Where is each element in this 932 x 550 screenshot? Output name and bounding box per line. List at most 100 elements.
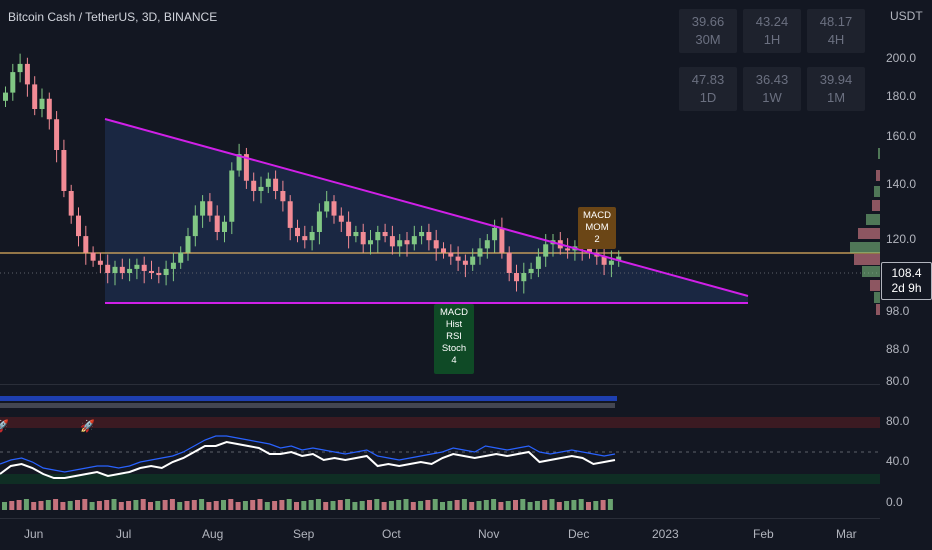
histogram-bar [272, 501, 278, 510]
histogram-bar [191, 500, 197, 510]
candle-body [426, 232, 432, 241]
candle-body [185, 236, 191, 253]
rsi-timeframe: 1H [763, 32, 781, 47]
candle-body [492, 227, 498, 241]
histogram-bar [403, 499, 409, 510]
candle-body [484, 240, 490, 249]
histogram-bar [542, 500, 548, 510]
histogram-bar [410, 502, 416, 510]
candle-body [601, 256, 607, 265]
histogram-bar [454, 500, 460, 510]
candle-body [309, 232, 315, 241]
rsi-value: 43.24 [755, 14, 789, 29]
histogram-bar [23, 499, 29, 510]
candle-body [368, 240, 373, 245]
rsi-value: 39.66 [691, 14, 725, 29]
histogram-bar [294, 502, 299, 510]
candle-body [280, 191, 286, 202]
candle-body [338, 215, 344, 222]
overbought-zone [0, 417, 880, 428]
time-tick: Jun [24, 527, 44, 541]
candle-body [433, 240, 439, 249]
histogram-bar [367, 500, 372, 510]
histogram-bar [527, 502, 533, 510]
candle-body [587, 248, 592, 253]
candle-body [141, 264, 147, 271]
histogram-bar [82, 499, 88, 510]
candle-body [39, 98, 45, 109]
histogram-bar [571, 500, 577, 510]
candle-body [565, 248, 571, 251]
candle-body [302, 236, 308, 241]
candle-body [441, 248, 446, 253]
histogram-bar [330, 501, 336, 510]
time-tick: Sep [293, 527, 315, 541]
histogram-bar [206, 502, 212, 510]
histogram-bar [388, 501, 394, 510]
rsi-line [0, 440, 616, 479]
rsi-cell-1d: 47.83 1D [679, 67, 737, 111]
rsi-value: 48.17 [819, 14, 853, 29]
candle-body [119, 266, 125, 273]
rsi-cell-1w: 36.43 1W [743, 67, 801, 111]
volume-profile-bar [874, 186, 880, 197]
histogram-bar [469, 502, 475, 510]
rsi-timeframe: 1D [699, 90, 717, 105]
candle-body [54, 119, 60, 150]
volume-profile-bar [850, 242, 880, 253]
histogram-bar [396, 500, 402, 510]
histogram-bar [432, 499, 438, 510]
histogram-bar [75, 500, 80, 510]
histogram-bar [337, 500, 343, 510]
histogram-bar [60, 502, 66, 510]
candle-body [236, 154, 242, 171]
signal-line: Stoch [441, 343, 467, 354]
candle-body [222, 221, 227, 232]
candle-body [331, 201, 337, 216]
candle-body [149, 270, 154, 273]
histogram-bar [155, 501, 161, 510]
sell-signal-label[interactable]: MACD MOM 2 [578, 207, 616, 249]
candle-body [251, 180, 257, 191]
candle-body [455, 256, 461, 261]
price-tick: 200.0 [886, 51, 917, 65]
price-tick: 160.0 [886, 129, 917, 143]
candle-body [353, 232, 359, 237]
current-price-value: 108.4 [891, 266, 922, 280]
buy-signal-label[interactable]: MACD Hist RSI Stoch 4 [434, 304, 474, 374]
volume-profile-bar [874, 292, 880, 303]
volume-profile-bar [858, 228, 880, 239]
candle-body [419, 232, 425, 237]
candle-body [127, 268, 133, 273]
histogram-bar [578, 499, 584, 510]
volume-profile-bar [866, 214, 880, 225]
trend-strip-gray [0, 403, 615, 408]
time-tick: Dec [568, 527, 590, 541]
signal-line: MACD [583, 210, 611, 221]
histogram-bar [45, 500, 51, 510]
volume-profile-bar [854, 254, 880, 265]
histogram-bar [213, 501, 219, 510]
histogram-bar [242, 501, 248, 510]
candle-body [324, 201, 330, 212]
candle-body [514, 273, 519, 282]
histogram-bar [534, 501, 540, 510]
candle-body [17, 63, 23, 73]
candle-body [200, 201, 206, 216]
candle-body [163, 268, 169, 276]
candle-body [178, 252, 184, 263]
time-tick: Oct [382, 527, 401, 541]
histogram-bar [498, 502, 504, 510]
candle-body [404, 240, 410, 245]
histogram-bar [2, 502, 7, 510]
candle-body [24, 63, 30, 85]
histogram-bar [593, 501, 599, 510]
rocket-icon: 🚀 [0, 419, 9, 433]
candle-body [105, 264, 111, 273]
candle-body [360, 232, 366, 245]
histogram-bar [148, 502, 153, 510]
candle-body [61, 150, 67, 191]
rsi-value: 47.83 [691, 72, 725, 87]
histogram-bar [345, 499, 351, 510]
